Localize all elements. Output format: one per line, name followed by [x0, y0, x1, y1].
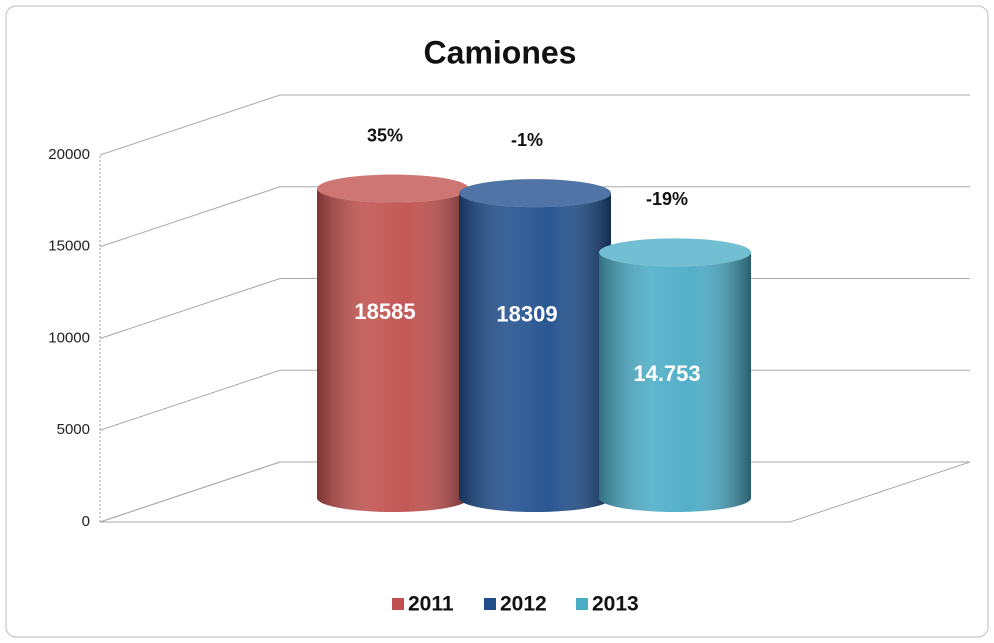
grid-line: [99, 94, 970, 156]
bar-top: [459, 179, 611, 208]
y-tick-label: 0: [82, 513, 90, 530]
chart-title: Camiones: [424, 34, 577, 70]
value-label: 18309: [496, 301, 557, 326]
value-label: 18585: [354, 299, 415, 324]
legend-swatch: [484, 598, 496, 610]
bar-top-highlight: [459, 179, 611, 208]
annotation: -1%: [511, 130, 543, 150]
bar-top: [599, 238, 751, 267]
bar-shading: [317, 188, 469, 512]
y-tick-label: 20000: [48, 146, 90, 163]
y-tick-label: 10000: [48, 329, 90, 346]
bar-top-highlight: [317, 174, 469, 203]
annotation: 35%: [367, 125, 403, 145]
bar-top-highlight: [599, 238, 751, 267]
bar-shading: [459, 193, 611, 512]
y-tick-label: 5000: [57, 421, 90, 438]
bar-top: [317, 174, 469, 203]
legend-label: 2012: [500, 593, 547, 616]
grid-line: [99, 186, 970, 248]
value-label: 14.753: [633, 361, 700, 386]
legend-swatch: [392, 598, 404, 610]
bar-shading: [599, 252, 751, 512]
legend-swatch: [576, 598, 588, 610]
legend-label: 2011: [408, 593, 454, 616]
y-tick-label: 15000: [48, 238, 90, 255]
annotation: -19%: [646, 189, 688, 209]
legend-label: 2013: [592, 593, 639, 616]
